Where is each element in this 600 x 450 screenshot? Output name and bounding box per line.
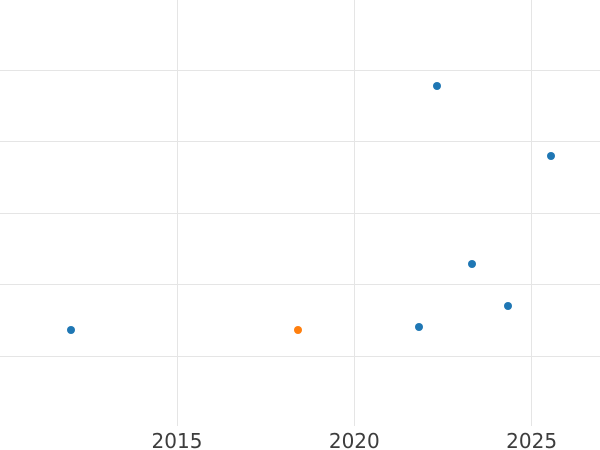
data-point-blue-series [66,325,75,334]
data-point-blue-series [414,323,423,332]
y-gridline [0,284,600,285]
y-gridline [0,141,600,142]
x-gridline [176,0,178,426]
y-gridline [0,69,600,71]
y-gridline [0,355,600,357]
data-point-blue-series [432,81,441,90]
data-point-orange-series [293,325,302,334]
x-tick-label: 2020 [328,429,380,450]
data-point-blue-series [467,260,476,269]
x-gridline [353,0,355,426]
data-point-blue-series [546,151,555,160]
x-tick-label: 2015 [151,429,203,450]
data-point-blue-series [504,301,513,310]
x-tick-label: 2025 [506,429,558,450]
y-gridline [0,212,600,214]
x-gridline [531,0,533,426]
